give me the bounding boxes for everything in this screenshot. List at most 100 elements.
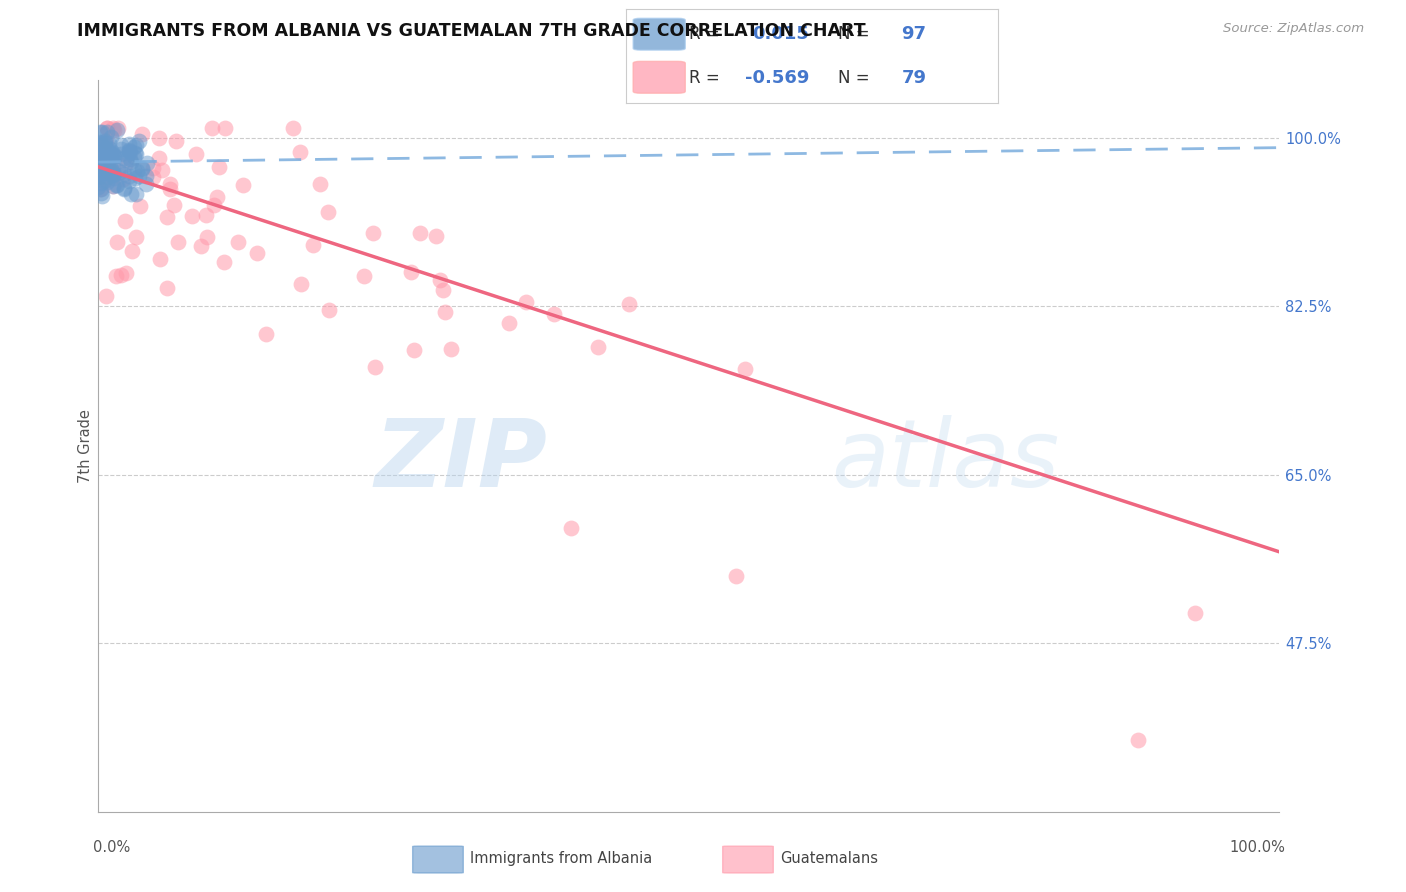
Point xyxy=(114,213,136,227)
Point xyxy=(128,134,150,148)
Text: 0.015: 0.015 xyxy=(752,25,810,43)
Point xyxy=(136,156,159,170)
Point xyxy=(120,145,142,159)
Text: 100.0%: 100.0% xyxy=(1229,840,1285,855)
Point xyxy=(318,303,340,318)
Point xyxy=(104,268,127,283)
Text: IMMIGRANTS FROM ALBANIA VS GUATEMALAN 7TH GRADE CORRELATION CHART: IMMIGRANTS FROM ALBANIA VS GUATEMALAN 7T… xyxy=(77,22,866,40)
Point xyxy=(90,166,112,180)
Point xyxy=(232,178,254,192)
Text: 79: 79 xyxy=(901,69,927,87)
Point xyxy=(290,277,312,291)
Point xyxy=(118,169,141,184)
Point xyxy=(228,235,250,249)
Point xyxy=(101,160,124,174)
Point xyxy=(725,569,748,583)
Point xyxy=(560,521,582,535)
Point xyxy=(97,161,120,175)
Point xyxy=(184,146,207,161)
Text: -0.569: -0.569 xyxy=(745,69,810,87)
Point xyxy=(425,229,447,244)
Point xyxy=(163,198,186,212)
Point xyxy=(105,178,128,193)
Point xyxy=(93,174,115,188)
Point xyxy=(112,167,135,181)
Point xyxy=(93,150,115,164)
Point xyxy=(96,121,118,136)
Point xyxy=(429,273,451,287)
Point xyxy=(202,198,225,212)
Point xyxy=(201,121,224,136)
Point xyxy=(156,210,179,224)
Point xyxy=(96,142,118,156)
Point xyxy=(87,180,110,194)
Point xyxy=(166,135,188,149)
Point xyxy=(100,153,122,167)
Point xyxy=(125,186,148,201)
Point xyxy=(118,143,141,157)
Point xyxy=(110,142,132,156)
Point xyxy=(112,181,135,195)
Point xyxy=(214,121,236,136)
Point xyxy=(94,171,117,186)
Point xyxy=(195,208,218,222)
Point xyxy=(159,177,181,191)
Point xyxy=(93,164,115,178)
Point xyxy=(103,149,125,163)
Point xyxy=(93,139,115,153)
Point xyxy=(308,177,330,191)
Point xyxy=(433,305,456,319)
Point xyxy=(402,343,425,357)
Point xyxy=(125,164,148,178)
Text: ZIP: ZIP xyxy=(374,415,547,507)
Point xyxy=(135,177,157,191)
Point xyxy=(112,182,135,196)
Point xyxy=(90,138,112,153)
Point xyxy=(96,153,118,167)
Point xyxy=(110,138,132,153)
Point xyxy=(98,143,121,157)
FancyBboxPatch shape xyxy=(413,847,464,873)
Point xyxy=(122,162,145,177)
Point xyxy=(96,148,118,162)
Point xyxy=(87,136,110,150)
Point xyxy=(142,170,165,185)
Point xyxy=(112,152,135,166)
Point xyxy=(118,174,141,188)
Point xyxy=(125,146,148,161)
Text: Immigrants from Albania: Immigrants from Albania xyxy=(470,851,652,866)
Point xyxy=(96,121,118,136)
Point xyxy=(408,226,430,240)
Point xyxy=(212,255,235,269)
Point xyxy=(101,168,124,182)
Point xyxy=(124,230,146,244)
Point xyxy=(115,266,138,280)
Point xyxy=(110,146,132,161)
Point xyxy=(107,163,129,178)
Point xyxy=(281,121,304,136)
Y-axis label: 7th Grade: 7th Grade xyxy=(77,409,93,483)
Point xyxy=(440,342,463,356)
Point xyxy=(129,199,152,213)
Point xyxy=(399,265,422,279)
Point xyxy=(207,160,229,174)
Point xyxy=(498,316,520,330)
Point xyxy=(94,134,117,148)
Point xyxy=(254,327,277,342)
Point xyxy=(100,150,122,164)
Point xyxy=(100,148,122,162)
Point xyxy=(114,158,136,172)
Point xyxy=(120,187,142,202)
Point xyxy=(110,268,132,282)
Point xyxy=(543,307,565,321)
Point xyxy=(124,146,146,161)
Point xyxy=(98,136,121,151)
Point xyxy=(98,160,121,174)
Point xyxy=(107,121,129,136)
Point xyxy=(155,281,177,295)
Point xyxy=(93,160,115,174)
Text: 0.0%: 0.0% xyxy=(93,840,129,855)
Point xyxy=(122,150,145,164)
Point xyxy=(167,235,190,249)
Point xyxy=(90,186,112,201)
